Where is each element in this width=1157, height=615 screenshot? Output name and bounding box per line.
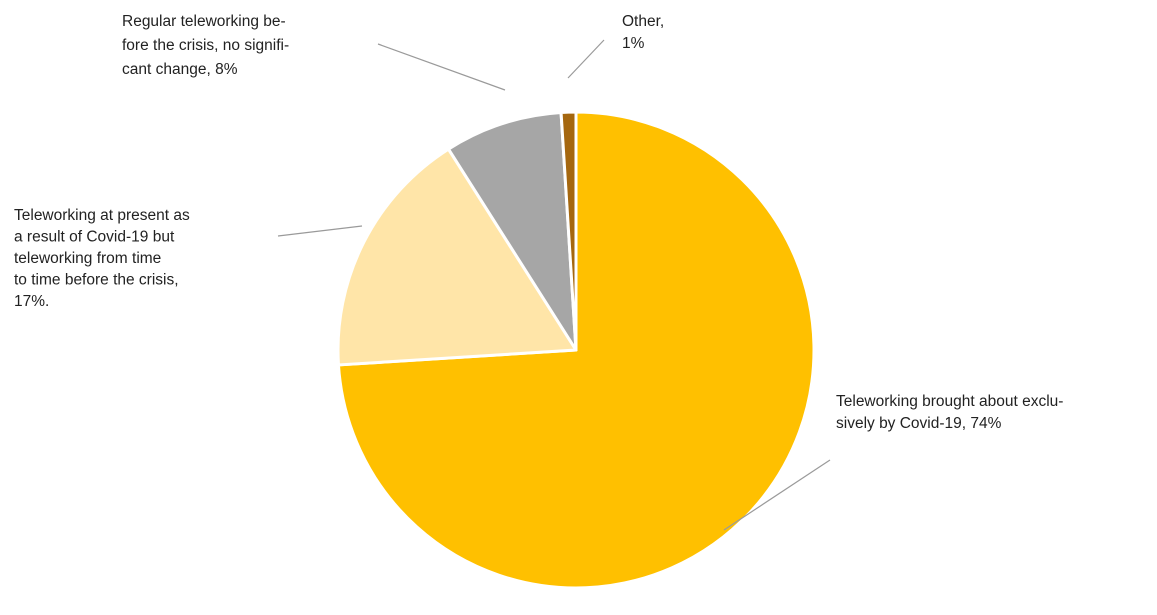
slice-label-line: sively by Covid-19, 74% xyxy=(836,415,1002,432)
slice-label-line: fore the crisis, no signifi- xyxy=(122,37,289,54)
slice-label-teleworking-brought-about-exclusively-by: Teleworking brought about exclu-sively b… xyxy=(836,393,1063,432)
slice-label-line: Teleworking brought about exclu- xyxy=(836,393,1063,410)
pie-slice-teleworking-at-present-as-a-result-of-co xyxy=(336,147,578,367)
slice-labels: Teleworking brought about exclu-sively b… xyxy=(14,13,1063,432)
leader-line-other xyxy=(567,39,605,79)
slice-label-line: teleworking from time xyxy=(14,250,161,267)
pie-slice-regular-teleworking-before-the-crisis-no xyxy=(446,110,578,352)
slice-label-teleworking-at-present-as-a-result-of-co: Teleworking at present as a result of Cov… xyxy=(14,207,190,310)
leader-line-regular-teleworking-before-the-crisis-no xyxy=(377,43,506,91)
pie-slices xyxy=(336,110,816,590)
slice-label-line: Teleworking at present as xyxy=(14,207,190,224)
slice-label-line: cant change, 8% xyxy=(122,61,238,78)
leader-line-teleworking-brought-about-exclusively-by xyxy=(723,459,831,531)
slice-label-line: Other, xyxy=(622,13,664,30)
slice-label-line: a result of Covid-19 but xyxy=(14,229,175,246)
pie-slice-other xyxy=(559,110,578,352)
slice-label-regular-teleworking-before-the-crisis-no: Regular teleworking be-fore the crisis, … xyxy=(122,13,289,78)
slice-label-other: Other, 1% xyxy=(622,13,664,52)
slice-label-line: Regular teleworking be- xyxy=(122,13,286,30)
slice-label-line: 1% xyxy=(622,35,645,52)
leader-lines xyxy=(277,39,831,531)
slice-label-line: to time before the crisis, xyxy=(14,272,179,289)
slice-label-line: 17%. xyxy=(14,293,49,310)
leader-line-teleworking-at-present-as-a-result-of-co xyxy=(277,225,363,237)
